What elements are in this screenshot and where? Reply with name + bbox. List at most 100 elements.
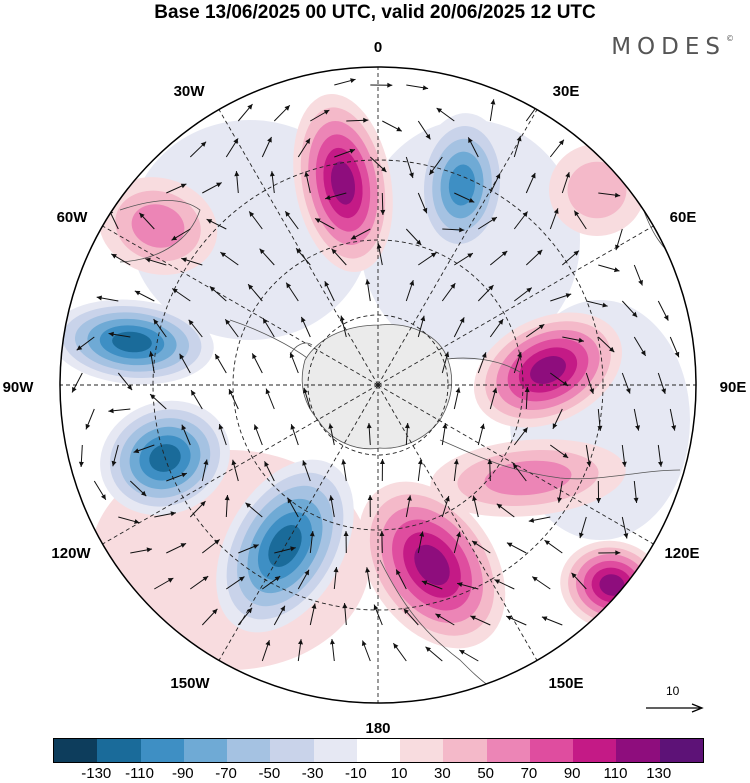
wind-arrow [489, 387, 498, 410]
wind-arrow [489, 250, 508, 266]
wind-arrow [453, 531, 461, 554]
wind-arrow [214, 353, 227, 374]
wind-arrow [403, 608, 419, 626]
wind-arrow [525, 249, 543, 266]
wind-arrow [621, 372, 631, 394]
wind-arrow [489, 318, 504, 338]
wind-arrow [181, 257, 203, 266]
wind-arrow [111, 253, 131, 266]
wind-arrow [265, 388, 275, 410]
wind-arrow [549, 208, 559, 230]
colorbar-tick-label: 90 [563, 765, 581, 782]
graticule [60, 67, 696, 703]
wind-arrow [179, 353, 191, 374]
wind-arrow [130, 547, 153, 554]
longitude-label: 120W [51, 545, 91, 562]
wind-arrow [549, 139, 565, 158]
wind-arrow [247, 283, 263, 302]
colorbar-tick-label: -50 [258, 765, 281, 782]
longitude-label: 60E [670, 209, 697, 226]
wind-arrow [454, 192, 475, 203]
wind-arrow [557, 480, 563, 503]
anomaly-negative [415, 113, 509, 257]
wind-arrow [238, 544, 259, 554]
colorbar-tick-label: -90 [171, 765, 194, 782]
wind-arrow [148, 351, 155, 374]
wind-arrow [339, 315, 347, 338]
wind-arrow [262, 575, 281, 590]
wind-arrow [341, 459, 347, 482]
colorbar-swatch [443, 739, 487, 762]
wind-arrow [206, 218, 227, 230]
wind-arrow [615, 228, 623, 251]
wind-arrow [417, 192, 428, 214]
wind-arrow [201, 539, 221, 554]
colorbar-tick-label: 30 [434, 765, 451, 782]
wind-arrow [417, 120, 431, 140]
colorbar-tick-label: -10 [345, 765, 367, 782]
wind-arrow [289, 352, 299, 374]
anomaly-positive [293, 93, 393, 273]
wind-arrow [598, 192, 621, 198]
wind-arrow [201, 608, 218, 626]
wind-arrow [550, 372, 569, 387]
wind-arrow [154, 577, 174, 590]
wind-arrow [496, 503, 515, 518]
wind-arrow [561, 250, 580, 266]
wind-arrow [373, 604, 383, 626]
wind-arrow [513, 135, 522, 158]
wind-vectors [71, 78, 680, 662]
wind-arrow [571, 572, 587, 590]
wind-arrow [459, 649, 479, 662]
wind-arrow [108, 408, 131, 414]
wind-arrow [417, 315, 426, 338]
wind-arrow [228, 388, 239, 410]
longitude-label: 90W [3, 379, 35, 396]
wind-arrow [494, 579, 515, 590]
wind-arrow [598, 550, 621, 556]
wind-arrow [441, 423, 448, 446]
colorbar-swatch [227, 739, 271, 762]
wind-arrow [633, 480, 639, 503]
wind-arrow [166, 472, 188, 482]
wind-arrow [435, 613, 455, 626]
colorbar-tick-label: -30 [301, 765, 324, 782]
wind-arrow [441, 495, 450, 518]
map-title: Base 13/06/2025 00 UTC, valid 20/06/2025… [154, 2, 596, 23]
wind-arrow [314, 217, 335, 230]
wind-arrow [657, 372, 666, 395]
wind-arrow [379, 530, 385, 554]
wind-arrow [134, 290, 155, 302]
wind-arrow [166, 183, 187, 194]
wind-arrow [171, 288, 191, 302]
longitude-label: 150W [170, 675, 210, 692]
wind-arrow [149, 393, 167, 410]
map-boundary [59, 66, 697, 704]
wind-arrow [467, 137, 479, 158]
wind-arrow [633, 264, 643, 286]
wind-arrow [365, 567, 371, 590]
wind-arrow [477, 423, 485, 446]
wind-arrow [202, 182, 222, 194]
wind-arrow [154, 511, 176, 518]
wind-arrow [297, 569, 310, 590]
wind-arrow [328, 423, 335, 446]
colorbar-tick-label: 50 [477, 765, 494, 782]
wind-arrow [573, 210, 587, 230]
wind-arrow [295, 247, 311, 266]
wind-arrow [111, 444, 119, 467]
colorbar-swatch [97, 739, 141, 762]
wind-arrow [489, 173, 501, 194]
wind-arrow [477, 284, 494, 302]
wind-arrow [597, 408, 603, 431]
wind-arrow [367, 494, 373, 518]
wind-arrow [297, 639, 303, 662]
wind-arrow [471, 540, 491, 554]
wind-arrow [472, 495, 479, 518]
wind-arrow [478, 216, 498, 230]
colorbar-swatch [573, 739, 617, 762]
anomaly-negative [60, 299, 214, 385]
wind-arrow [513, 427, 528, 446]
wind-arrow [342, 603, 348, 626]
wind-arrow [421, 580, 443, 590]
